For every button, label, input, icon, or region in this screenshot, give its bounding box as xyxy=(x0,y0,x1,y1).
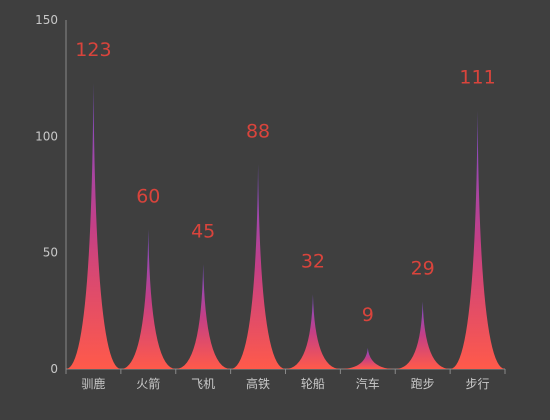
data-label: 9 xyxy=(362,304,374,326)
x-tick-label: 跑步 xyxy=(411,377,435,391)
x-tick-label: 驯鹿 xyxy=(81,376,105,391)
axes: 0 50 100 150 驯鹿 火箭 飞机 高铁 轮船 汽车 跑步 步行 xyxy=(35,13,506,391)
y-tick-label: 50 xyxy=(43,246,58,260)
bars xyxy=(66,82,505,370)
bar-轮船[interactable] xyxy=(285,294,341,369)
bar-飞机[interactable] xyxy=(175,264,231,369)
y-tick-label: 0 xyxy=(50,362,58,376)
data-label: 32 xyxy=(301,251,325,273)
bar-跑步[interactable] xyxy=(395,301,451,369)
data-label: 45 xyxy=(191,220,215,242)
data-label: 111 xyxy=(459,67,495,89)
x-tick-label: 汽车 xyxy=(356,376,380,391)
y-tick-label: 100 xyxy=(35,129,58,143)
y-tick-label: 150 xyxy=(35,13,58,27)
bar-火箭[interactable] xyxy=(120,229,176,369)
bar-高铁[interactable] xyxy=(230,164,286,369)
x-tick-label: 高铁 xyxy=(246,376,270,391)
bar-汽车[interactable] xyxy=(340,348,396,369)
data-label: 123 xyxy=(75,39,111,61)
data-labels: 123 60 45 88 32 9 29 111 xyxy=(75,39,495,326)
bar-驯鹿[interactable] xyxy=(66,82,121,369)
bar-步行[interactable] xyxy=(450,110,505,370)
data-label: 88 xyxy=(246,120,270,142)
x-tick-label: 火箭 xyxy=(136,376,160,391)
data-label: 60 xyxy=(136,185,160,207)
data-label: 29 xyxy=(411,258,435,280)
x-tick-label: 步行 xyxy=(466,377,490,391)
x-tick-label: 轮船 xyxy=(301,377,325,391)
x-tick-label: 飞机 xyxy=(191,377,215,391)
